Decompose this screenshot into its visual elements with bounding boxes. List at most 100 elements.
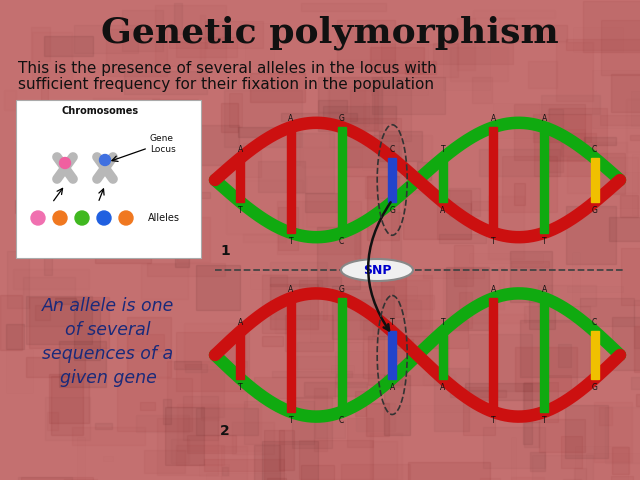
Text: 1: 1 bbox=[220, 244, 230, 258]
Bar bbox=[236, 331, 244, 379]
Bar bbox=[596, 172, 640, 208]
Bar bbox=[533, 114, 591, 142]
Bar bbox=[488, 196, 524, 259]
Bar bbox=[344, 258, 390, 278]
Bar bbox=[566, 205, 616, 264]
Bar bbox=[572, 252, 580, 304]
Bar bbox=[277, 201, 361, 253]
Bar bbox=[118, 378, 192, 431]
Bar bbox=[591, 153, 625, 194]
Bar bbox=[200, 464, 229, 476]
Bar bbox=[328, 85, 365, 147]
Text: A: A bbox=[288, 114, 294, 123]
Bar bbox=[51, 376, 83, 435]
Bar bbox=[343, 118, 401, 176]
Bar bbox=[59, 340, 106, 387]
Bar bbox=[532, 455, 593, 480]
Circle shape bbox=[97, 211, 111, 225]
Bar bbox=[438, 234, 486, 242]
Bar bbox=[177, 405, 261, 451]
Bar bbox=[599, 408, 612, 425]
Bar bbox=[556, 42, 593, 101]
Bar bbox=[446, 267, 489, 330]
Bar bbox=[267, 479, 286, 480]
Bar bbox=[365, 177, 407, 198]
Bar bbox=[74, 300, 100, 360]
Bar bbox=[194, 176, 244, 185]
Bar bbox=[254, 445, 280, 480]
Bar bbox=[184, 364, 207, 372]
Bar bbox=[332, 286, 394, 339]
Bar bbox=[612, 446, 629, 474]
Bar bbox=[573, 27, 623, 52]
Text: T: T bbox=[491, 237, 496, 246]
Bar bbox=[285, 315, 333, 351]
Bar bbox=[315, 420, 345, 438]
Text: T: T bbox=[440, 144, 445, 154]
Bar bbox=[375, 280, 431, 328]
Bar bbox=[408, 462, 490, 480]
Bar bbox=[262, 336, 284, 346]
Bar bbox=[77, 437, 84, 480]
Bar bbox=[371, 43, 428, 95]
Bar bbox=[287, 127, 295, 233]
Bar bbox=[49, 374, 89, 423]
Bar bbox=[91, 125, 127, 133]
Bar bbox=[168, 361, 248, 407]
Bar bbox=[337, 298, 346, 412]
Bar bbox=[580, 299, 634, 326]
Bar bbox=[574, 468, 586, 480]
Bar bbox=[144, 450, 185, 473]
Bar bbox=[540, 298, 548, 412]
Bar bbox=[175, 231, 189, 267]
Bar bbox=[221, 103, 238, 132]
Bar bbox=[95, 423, 112, 429]
Bar bbox=[634, 300, 640, 348]
Bar bbox=[480, 478, 500, 480]
Bar bbox=[127, 317, 171, 377]
Bar bbox=[166, 407, 204, 465]
Bar bbox=[398, 295, 435, 309]
Bar bbox=[6, 349, 33, 394]
Text: Chromosomes: Chromosomes bbox=[61, 106, 139, 116]
Bar bbox=[371, 47, 424, 73]
Bar bbox=[340, 464, 410, 480]
Text: A: A bbox=[390, 383, 395, 392]
Bar bbox=[561, 129, 585, 156]
Bar bbox=[244, 401, 314, 444]
Bar bbox=[228, 93, 242, 127]
Bar bbox=[444, 29, 490, 90]
Bar bbox=[384, 375, 410, 435]
Bar bbox=[355, 217, 372, 281]
Text: Gene
Locus: Gene Locus bbox=[150, 134, 176, 154]
Bar bbox=[278, 430, 294, 470]
Bar bbox=[245, 23, 275, 66]
Bar bbox=[626, 99, 640, 152]
Bar bbox=[70, 128, 77, 168]
Bar bbox=[260, 428, 287, 441]
Bar bbox=[396, 320, 468, 348]
Bar bbox=[564, 405, 608, 458]
Bar bbox=[29, 297, 109, 348]
Bar bbox=[479, 149, 560, 176]
Bar bbox=[298, 342, 364, 377]
Bar bbox=[174, 3, 182, 34]
Bar bbox=[21, 477, 93, 480]
Bar bbox=[472, 77, 492, 103]
Text: T: T bbox=[491, 417, 496, 425]
Bar bbox=[631, 376, 640, 389]
Circle shape bbox=[31, 211, 45, 225]
Text: T: T bbox=[238, 383, 243, 392]
Bar bbox=[33, 32, 72, 85]
Bar bbox=[391, 212, 401, 274]
Bar bbox=[529, 297, 555, 329]
Bar bbox=[449, 189, 480, 216]
Bar bbox=[630, 135, 640, 140]
Bar bbox=[164, 113, 180, 151]
Bar bbox=[379, 131, 422, 161]
Text: A: A bbox=[541, 285, 547, 294]
Text: A: A bbox=[541, 114, 547, 123]
Text: G: G bbox=[339, 285, 344, 294]
Bar bbox=[591, 331, 598, 379]
Circle shape bbox=[60, 157, 70, 168]
